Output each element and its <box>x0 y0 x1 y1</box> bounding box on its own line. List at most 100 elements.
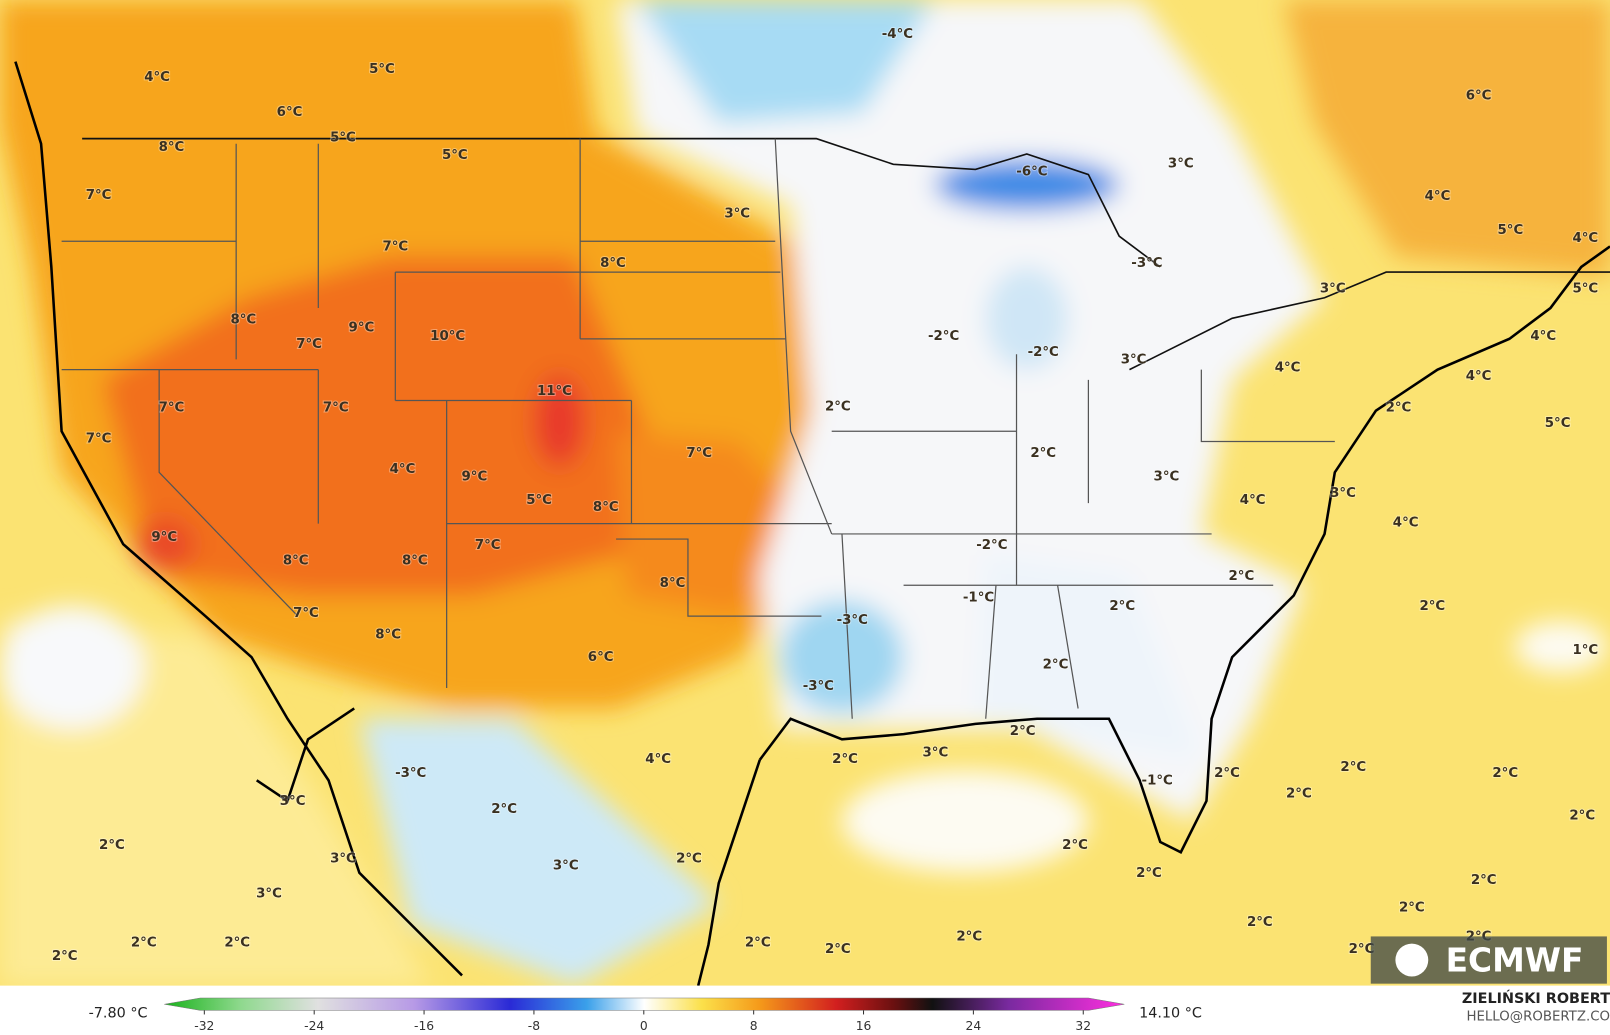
temperature-label: 7°C <box>159 401 185 416</box>
temperature-label: 8°C <box>375 628 401 643</box>
temperature-label: 7°C <box>382 239 408 254</box>
temperature-label: 2°C <box>1386 401 1412 416</box>
temperature-label: 4°C <box>645 752 671 767</box>
temperature-label: 4°C <box>1425 189 1451 204</box>
temperature-label: 5°C <box>1545 416 1571 431</box>
colorbar-tick-label: 16 <box>856 1019 872 1033</box>
temperature-label: 7°C <box>293 606 319 621</box>
temperature-label: 8°C <box>283 554 309 569</box>
colorbar <box>164 997 1125 1011</box>
temperature-label: 7°C <box>686 446 712 461</box>
temperature-label: 2°C <box>491 802 517 817</box>
temperature-label: 4°C <box>390 462 416 477</box>
temperature-label: -2°C <box>928 329 959 344</box>
legend-min: -7.80 °C <box>89 1006 148 1022</box>
temperature-label: 5°C <box>526 493 552 508</box>
temperature-label: 3°C <box>1168 156 1194 171</box>
temperature-label: 7°C <box>86 431 112 446</box>
temperature-label: 2°C <box>1419 599 1445 614</box>
temperature-label: 3°C <box>1330 486 1356 501</box>
temperature-label: -3°C <box>837 613 868 628</box>
temperature-label: 2°C <box>1471 873 1497 888</box>
temperature-label: 8°C <box>159 140 185 155</box>
colorbar-ticks: -32 -24 -16 -8 0 8 16 24 32 <box>194 1010 1091 1033</box>
temperature-label: 7°C <box>475 538 501 553</box>
temperature-label: 2°C <box>1010 724 1036 739</box>
temperature-label: 2°C <box>825 400 851 415</box>
temperature-label: 3°C <box>1154 469 1180 484</box>
legend-max: 14.10 °C <box>1139 1006 1202 1022</box>
temperature-label: 3°C <box>923 746 949 761</box>
temperature-label: 2°C <box>1062 838 1088 853</box>
temperature-label: 9°C <box>151 530 177 545</box>
map-background <box>0 0 1610 987</box>
temperature-label: 7°C <box>86 188 112 203</box>
temperature-label: 4°C <box>1393 516 1419 531</box>
temperature-label: 5°C <box>1572 282 1598 297</box>
temperature-label: 8°C <box>600 256 626 271</box>
temperature-label: 11°C <box>537 384 572 399</box>
temperature-label: -1°C <box>1142 773 1173 788</box>
temperature-label: 8°C <box>230 312 256 327</box>
temperature-label: 2°C <box>1569 808 1595 823</box>
temperature-label: 2°C <box>1247 915 1273 930</box>
temperature-label: 3°C <box>1121 352 1147 367</box>
temperature-label: 4°C <box>1466 369 1492 384</box>
temperature-label: 6°C <box>277 105 303 120</box>
temperature-label: -3°C <box>395 766 426 781</box>
temperature-label: 2°C <box>1492 766 1518 781</box>
temperature-label: 8°C <box>660 576 686 591</box>
temperature-label: 6°C <box>1466 88 1492 103</box>
temperature-label: 5°C <box>369 62 395 77</box>
temperature-label: 8°C <box>402 554 428 569</box>
temperature-label: 2°C <box>1286 787 1312 802</box>
temperature-label: -2°C <box>976 538 1007 553</box>
colorbar-tick-label: 8 <box>750 1019 758 1033</box>
temperature-label: -4°C <box>882 27 913 42</box>
temperature-label: 9°C <box>349 321 375 336</box>
temperature-label: 3°C <box>280 794 306 809</box>
temperature-label: 3°C <box>330 851 356 866</box>
temperature-label: 2°C <box>1136 866 1162 881</box>
temperature-label: 7°C <box>296 337 322 352</box>
colorbar-tick-label: -16 <box>414 1019 434 1033</box>
temperature-label: -2°C <box>1028 345 1059 360</box>
temperature-label: 7°C <box>323 401 349 416</box>
temperature-label: 2°C <box>224 936 250 951</box>
temperature-label: 6°C <box>588 650 614 665</box>
temperature-label: 2°C <box>1340 760 1366 775</box>
temperature-label: 10°C <box>430 329 465 344</box>
colorbar-tick-label: 32 <box>1075 1019 1091 1033</box>
colorbar-tick-label: -24 <box>304 1019 324 1033</box>
temperature-label: 2°C <box>745 936 771 951</box>
temperature-label: 4°C <box>144 70 170 85</box>
temperature-label: 3°C <box>724 207 750 222</box>
temperature-label: 2°C <box>1214 766 1240 781</box>
temperature-label: 3°C <box>256 886 282 901</box>
temperature-label: 2°C <box>1043 657 1069 672</box>
colorbar-tick-label: 24 <box>966 1019 982 1033</box>
temperature-label: -1°C <box>963 591 994 606</box>
temperature-label: 4°C <box>1530 329 1556 344</box>
temperature-label: 2°C <box>1399 901 1425 916</box>
temperature-label: 8°C <box>593 500 619 515</box>
temperature-label: 5°C <box>1498 223 1524 238</box>
temperature-labels: 4°C 5°C 6°C 5°C 8°C 5°C 7°C 7°C 3°C 8°C 8°C 7°C 9°C 1… <box>51 26 1599 965</box>
colorbar-tick-label: -32 <box>194 1019 214 1033</box>
author: ZIELIŃSKI ROBERT <box>1462 989 1610 1007</box>
temperature-label: -6°C <box>1016 164 1047 179</box>
colorbar-tick-label: 0 <box>640 1019 648 1033</box>
temperature-label: 2°C <box>52 949 78 964</box>
temperature-label: 2°C <box>1349 942 1375 957</box>
temperature-label: 4°C <box>1240 493 1266 508</box>
logo-icon <box>1395 943 1429 977</box>
temperature-label: -3°C <box>803 679 834 694</box>
temperature-label: 2°C <box>825 942 851 957</box>
temperature-label: 2°C <box>131 936 157 951</box>
temperature-label: 2°C <box>1030 446 1056 461</box>
temperature-label: 2°C <box>676 851 702 866</box>
temperature-label: 3°C <box>553 859 579 874</box>
temperature-label: 2°C <box>956 929 982 944</box>
